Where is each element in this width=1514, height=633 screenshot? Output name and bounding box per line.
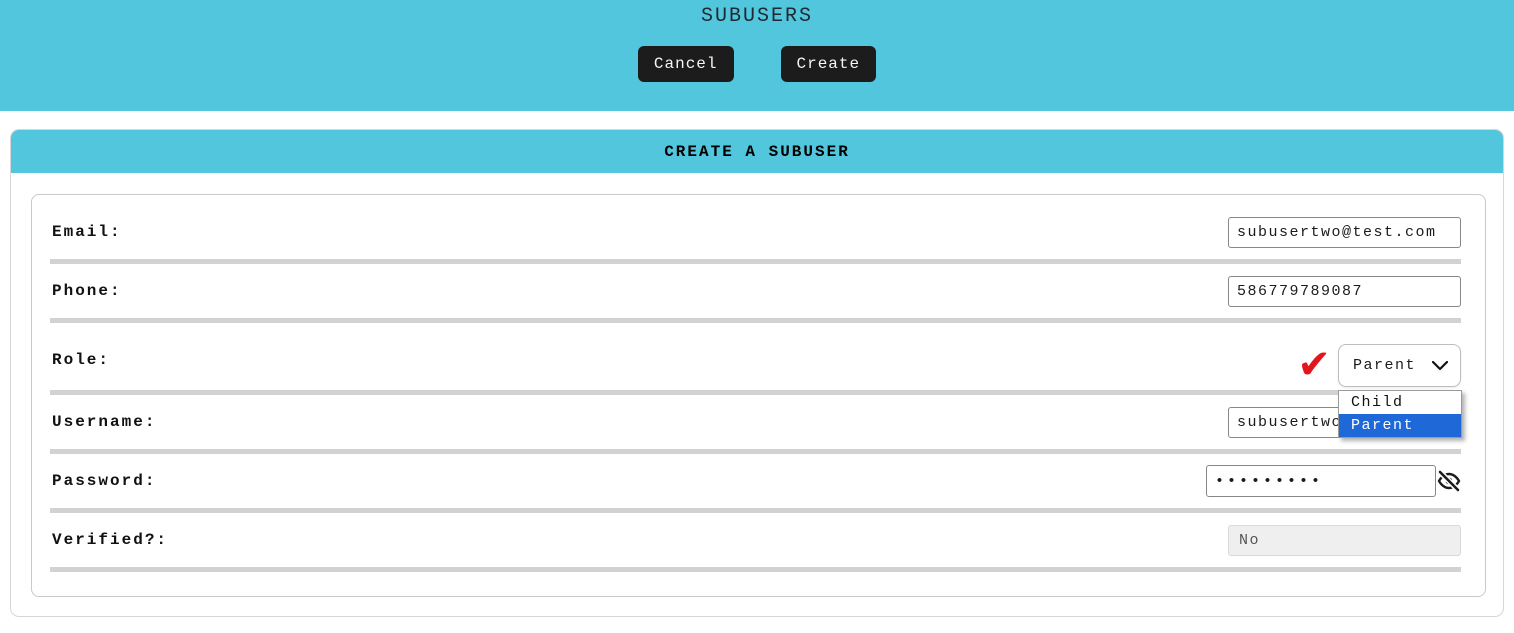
role-select[interactable]: Parent <box>1338 344 1461 387</box>
row-divider <box>50 567 1461 572</box>
chevron-down-icon <box>1432 360 1448 370</box>
password-input[interactable] <box>1206 465 1436 497</box>
row-divider <box>50 508 1461 513</box>
verified-label: Verified?: <box>52 531 169 549</box>
role-select-value: Parent <box>1353 357 1417 374</box>
create-button[interactable]: Create <box>780 46 877 82</box>
password-label: Password: <box>52 472 157 490</box>
create-subuser-panel: CREATE A SUBUSER Email: Phone: Role: ✔ P… <box>10 129 1504 617</box>
cancel-button[interactable]: Cancel <box>637 46 734 82</box>
role-select-wrap: Parent Child Parent <box>1338 344 1462 438</box>
username-label: Username: <box>52 413 157 431</box>
subuser-form: Email: Phone: Role: ✔ Parent <box>31 194 1486 597</box>
row-divider <box>50 390 1461 395</box>
valid-checkmark-icon: ✔ <box>1300 339 1328 391</box>
toggle-password-visibility-button[interactable] <box>1436 469 1461 494</box>
row-divider <box>50 259 1461 264</box>
phone-row: Phone: <box>32 264 1485 318</box>
verified-input <box>1228 524 1461 556</box>
role-dropdown: Child Parent <box>1338 390 1462 438</box>
panel-title: CREATE A SUBUSER <box>11 130 1503 173</box>
role-control: ✔ Parent Child Parent <box>1300 339 1462 438</box>
password-wrap <box>1206 465 1461 497</box>
password-row: Password: <box>32 454 1485 508</box>
phone-label: Phone: <box>52 282 122 300</box>
role-option-child[interactable]: Child <box>1339 391 1461 414</box>
phone-input[interactable] <box>1228 275 1461 307</box>
banner-buttons: Cancel Create <box>0 46 1514 82</box>
eye-off-icon <box>1437 469 1460 493</box>
role-label: Role: <box>52 351 111 369</box>
row-divider <box>50 449 1461 454</box>
email-label: Email: <box>52 223 122 241</box>
email-input[interactable] <box>1228 216 1461 248</box>
role-row: Role: ✔ Parent Child Parent <box>32 323 1485 438</box>
role-option-parent[interactable]: Parent <box>1339 414 1461 437</box>
email-row: Email: <box>32 205 1485 259</box>
top-banner: SUBUSERS Cancel Create <box>0 0 1514 111</box>
page-title: SUBUSERS <box>700 5 813 28</box>
row-divider <box>50 318 1461 323</box>
username-row: Username: <box>32 395 1485 449</box>
verified-row: Verified?: <box>32 513 1485 567</box>
